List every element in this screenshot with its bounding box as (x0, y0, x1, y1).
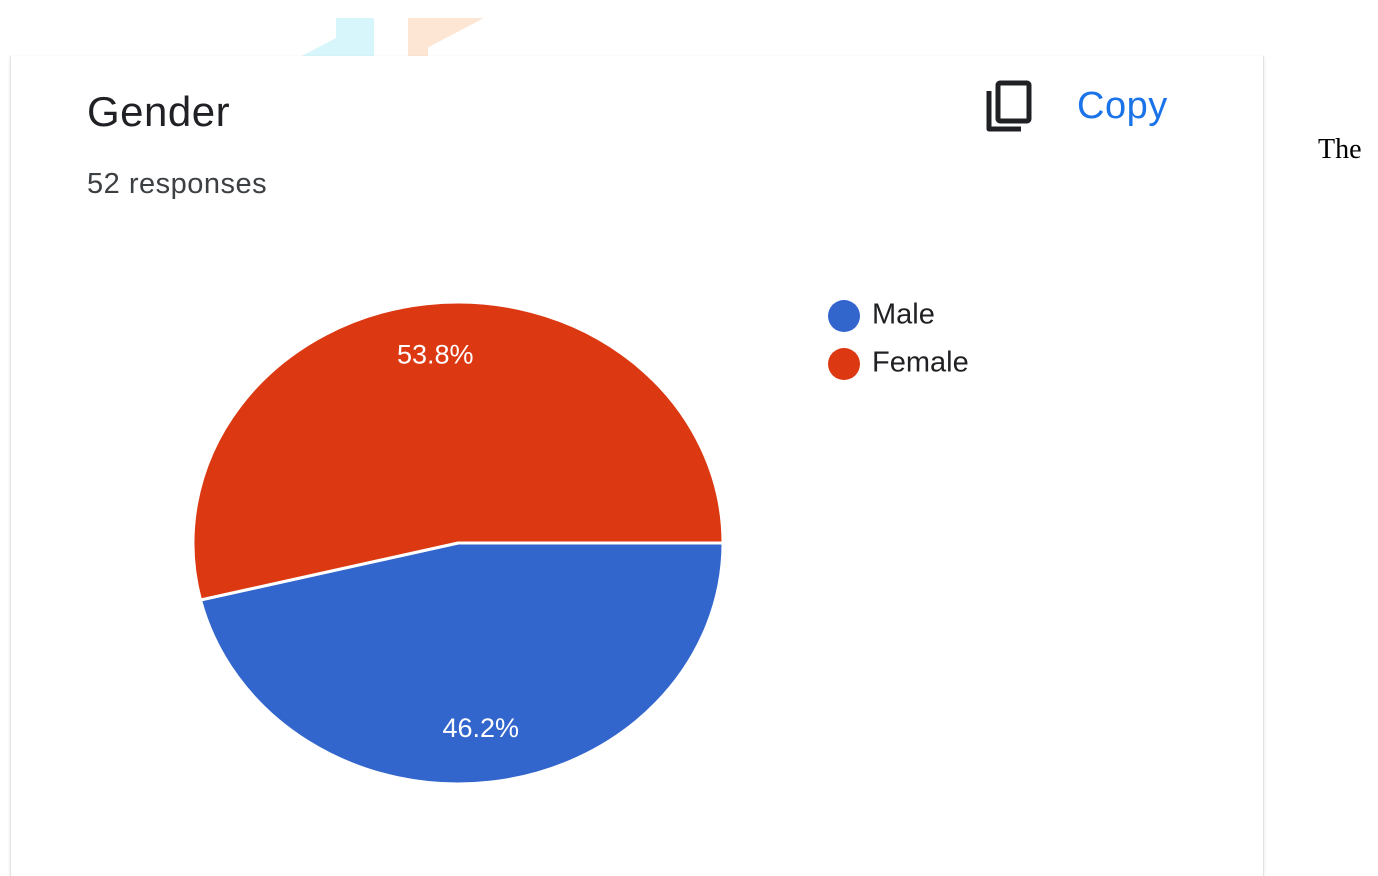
decorative-shape-peach-block (408, 18, 428, 58)
legend-swatch-female[interactable] (828, 348, 860, 380)
legend-swatch-male[interactable] (828, 300, 860, 332)
decorative-shape-cyan-block (336, 18, 374, 58)
pie-slice-label-female: 53.8% (397, 339, 474, 369)
legend-label-male[interactable]: Male (872, 299, 935, 331)
pie-slices (191, 300, 725, 786)
pie-slice-male[interactable] (198, 541, 725, 786)
copy-icon (983, 79, 1037, 133)
copy-button-label: Copy (1077, 84, 1168, 127)
legend-label-female[interactable]: Female (872, 347, 969, 379)
pie-labels: 46.2% 53.8% (397, 339, 519, 742)
copy-button[interactable]: Copy (983, 74, 1168, 138)
chart-legend: Male Female (828, 299, 969, 380)
question-title: Gender (87, 88, 231, 135)
pie-slice-label-male: 46.2% (442, 713, 519, 743)
response-count: 52 responses (87, 168, 268, 200)
pie-slice-female[interactable] (191, 300, 725, 602)
body-text-fragment: The (1318, 134, 1362, 165)
